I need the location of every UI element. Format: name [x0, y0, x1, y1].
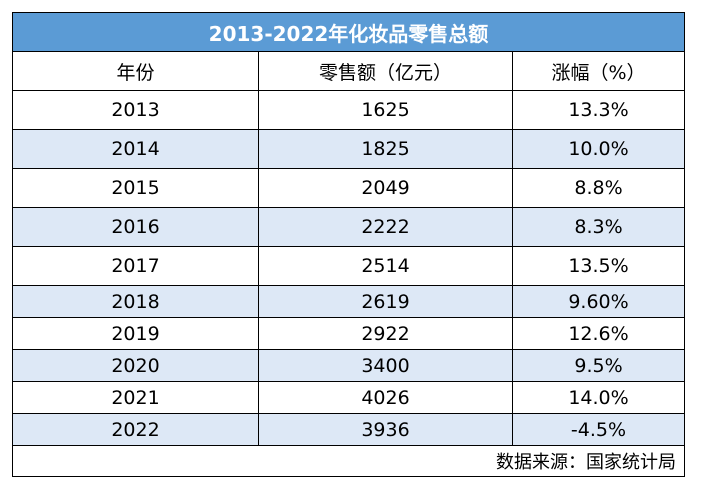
table-row: 2019 2922 12.6%	[12, 317, 685, 350]
year-cell: 2020	[12, 349, 259, 382]
column-header-retail: 零售额（亿元）	[258, 51, 513, 91]
growth-cell: 9.60%	[512, 285, 685, 318]
table-container: 2013-2022年化妆品零售总额 年份 零售额（亿元） 涨幅（%） 2013 1…	[12, 12, 685, 477]
retail-cell: 2514	[258, 246, 513, 286]
table-row: 2021 4026 14.0%	[12, 381, 685, 414]
retail-cell: 4026	[258, 381, 513, 414]
retail-table: 2013-2022年化妆品零售总额 年份 零售额（亿元） 涨幅（%） 2013 1…	[12, 12, 685, 477]
year-cell: 2015	[12, 168, 259, 208]
table-row: 2014 1825 10.0%	[12, 129, 685, 169]
year-cell: 2014	[12, 129, 259, 169]
growth-cell: 8.3%	[512, 207, 685, 247]
retail-cell: 3400	[258, 349, 513, 382]
column-header-year: 年份	[12, 51, 259, 91]
table-row: 2017 2514 13.5%	[12, 246, 685, 286]
growth-cell: 8.8%	[512, 168, 685, 208]
column-header-growth: 涨幅（%）	[512, 51, 685, 91]
year-cell: 2019	[12, 317, 259, 350]
year-cell: 2021	[12, 381, 259, 414]
table-row: 2013 1625 13.3%	[12, 90, 685, 130]
growth-cell: 12.6%	[512, 317, 685, 350]
year-cell: 2018	[12, 285, 259, 318]
year-cell: 2022	[12, 413, 259, 446]
retail-cell: 1825	[258, 129, 513, 169]
growth-cell: 9.5%	[512, 349, 685, 382]
retail-cell: 3936	[258, 413, 513, 446]
year-cell: 2016	[12, 207, 259, 247]
retail-cell: 2619	[258, 285, 513, 318]
table-row: 2022 3936 -4.5%	[12, 413, 685, 446]
retail-cell: 1625	[258, 90, 513, 130]
retail-cell: 2222	[258, 207, 513, 247]
retail-cell: 2922	[258, 317, 513, 350]
retail-cell: 2049	[258, 168, 513, 208]
table-row: 2020 3400 9.5%	[12, 349, 685, 382]
table-body: 2013 1625 13.3% 2014 1825 10.0% 2015 2049 8.8% 20…	[12, 90, 685, 446]
growth-cell: 10.0%	[512, 129, 685, 169]
growth-cell: -4.5%	[512, 413, 685, 446]
header-row: 年份 零售额（亿元） 涨幅（%）	[12, 51, 685, 91]
title-row: 2013-2022年化妆品零售总额	[12, 12, 685, 52]
source-note: 数据来源：国家统计局	[12, 445, 685, 477]
year-cell: 2017	[12, 246, 259, 286]
table-title: 2013-2022年化妆品零售总额	[12, 12, 685, 52]
growth-cell: 14.0%	[512, 381, 685, 414]
year-cell: 2013	[12, 90, 259, 130]
table-row: 2015 2049 8.8%	[12, 168, 685, 208]
table-row: 2018 2619 9.60%	[12, 285, 685, 318]
growth-cell: 13.3%	[512, 90, 685, 130]
growth-cell: 13.5%	[512, 246, 685, 286]
table-row: 2016 2222 8.3%	[12, 207, 685, 247]
source-row: 数据来源：国家统计局	[12, 445, 685, 477]
